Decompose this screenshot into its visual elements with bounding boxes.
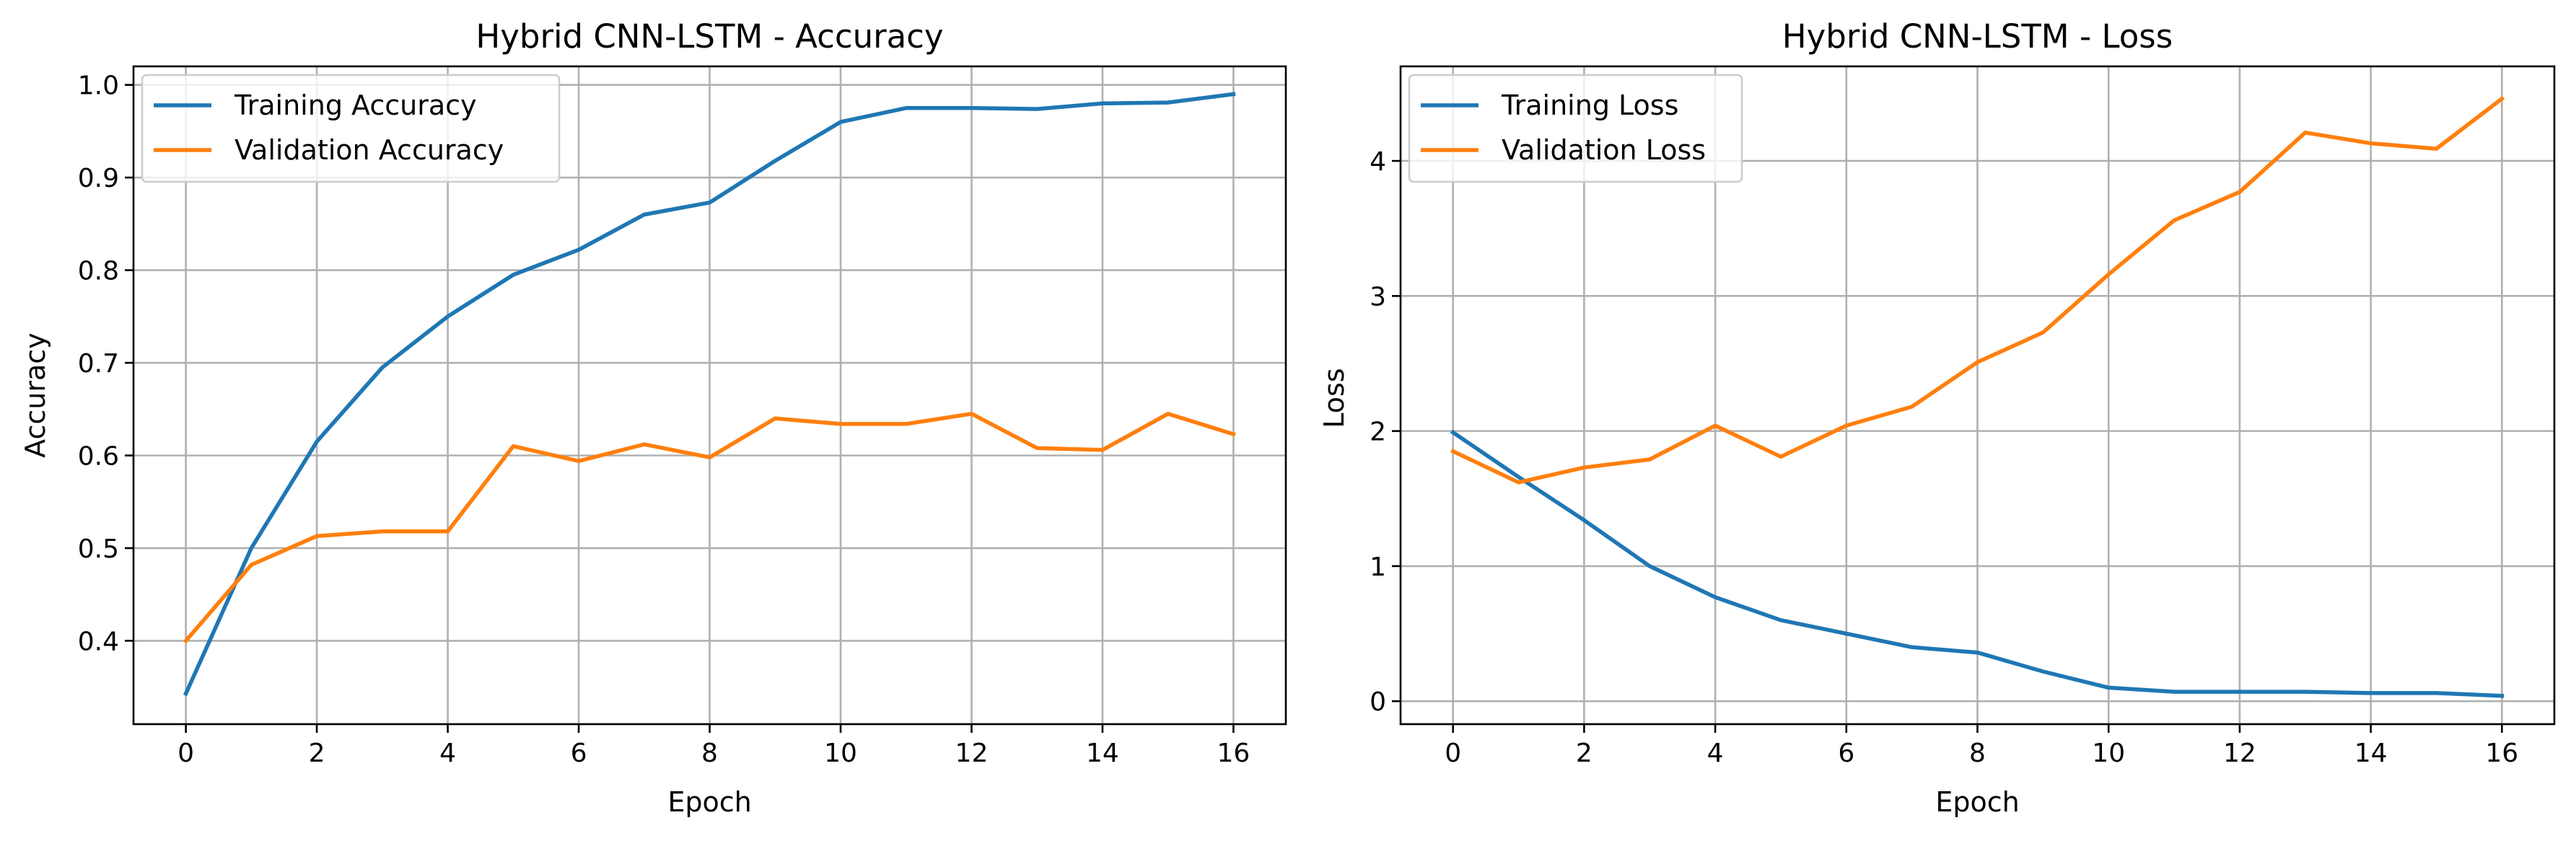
accuracy-x-tick-label: 2: [309, 739, 325, 768]
accuracy-y-tick-label: 0.7: [78, 349, 119, 379]
accuracy-y-tick-label: 0.9: [78, 164, 119, 193]
loss-x-axis-label: Epoch: [1935, 786, 2019, 818]
accuracy-legend: Training Accuracy Validation Accuracy: [141, 74, 561, 183]
accuracy-x-tick-label: 10: [824, 739, 857, 768]
loss-x-tick-label: 0: [1445, 739, 1461, 768]
accuracy-y-tick-label: 0.6: [78, 441, 119, 471]
accuracy-chart: 0 2 4 6 8 10 12 14 16 0.4 0.5 0.6 0.7 0.8 0.9 1.0 Hybri…: [19, 17, 1287, 818]
loss-legend-label-training-loss: Training Loss: [1501, 89, 1678, 121]
accuracy-x-tick-label: 14: [1086, 739, 1119, 768]
loss-x-tick-label: 6: [1838, 739, 1854, 768]
accuracy-series-validation-accuracy: [183, 411, 1236, 644]
accuracy-x-tick-label: 6: [571, 739, 587, 768]
loss-y-tick-label: 3: [1370, 282, 1386, 312]
loss-series-validation-loss: [1450, 96, 2505, 485]
accuracy-x-tick-label: 12: [955, 739, 989, 768]
loss-x-tick-label: 4: [1707, 739, 1724, 768]
loss-legend-box: [1408, 74, 1743, 183]
accuracy-x-tick-label: 16: [1217, 739, 1250, 768]
loss-legend: Training Loss Validation Loss: [1408, 74, 1743, 183]
loss-x-tick-label: 14: [2354, 739, 2388, 768]
loss-x-tick-label: 8: [1969, 739, 1986, 768]
loss-x-tick-label: 16: [2485, 739, 2518, 768]
accuracy-legend-label-training-accuracy: Training Accuracy: [234, 89, 477, 121]
loss-y-tick-label: 2: [1370, 418, 1386, 447]
accuracy-series-training-accuracy: [183, 92, 1236, 697]
accuracy-x-tick-label: 8: [701, 739, 718, 768]
loss-y-tick-label: 4: [1370, 147, 1386, 177]
accuracy-legend-label-validation-accuracy: Validation Accuracy: [235, 134, 504, 166]
accuracy-legend-box: [141, 74, 561, 183]
loss-y-axis-label: Loss: [1318, 368, 1350, 428]
accuracy-y-tick-label: 1.0: [78, 71, 119, 101]
loss-x-tick-label: 2: [1576, 739, 1593, 768]
accuracy-x-tick-label: 0: [178, 739, 194, 768]
accuracy-chart-title: Hybrid CNN-LSTM - Accuracy: [476, 17, 943, 56]
loss-x-tick-label: 12: [2223, 739, 2256, 768]
accuracy-y-tick-label: 0.5: [78, 534, 119, 564]
accuracy-y-tick-label: 0.4: [78, 627, 119, 656]
loss-legend-label-validation-loss: Validation Loss: [1502, 134, 1706, 166]
accuracy-y-axis-label: Accuracy: [19, 333, 51, 458]
loss-y-tick-label: 0: [1370, 687, 1386, 717]
loss-y-tick-label: 1: [1370, 552, 1386, 582]
loss-x-tick-label: 10: [2092, 739, 2125, 768]
accuracy-x-axis-label: Epoch: [667, 786, 751, 818]
accuracy-y-tick-label: 0.8: [78, 257, 119, 286]
loss-chart-title: Hybrid CNN-LSTM - Loss: [1782, 17, 2173, 56]
accuracy-x-tick-label: 4: [439, 739, 456, 768]
loss-series-training-loss: [1450, 429, 2505, 698]
